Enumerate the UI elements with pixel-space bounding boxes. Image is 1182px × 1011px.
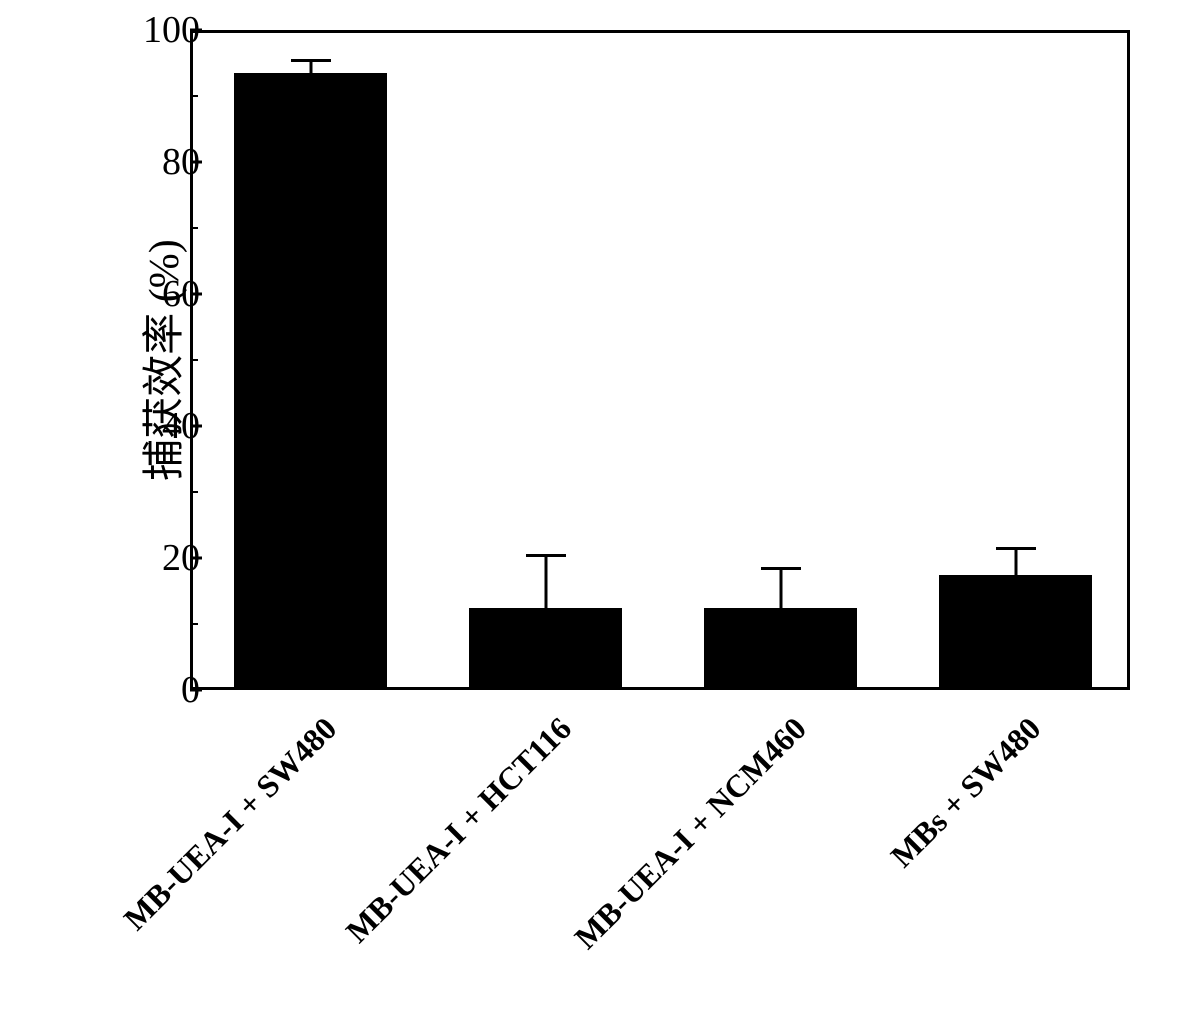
x-category-label: MBs + SW480 — [884, 710, 1049, 875]
x-category-label: MB-UEA-I + HCT116 — [338, 710, 578, 950]
chart-container: 捕获效率 (%) 020406080100MB-UEA-I + SW480MB-… — [60, 20, 1160, 990]
x-category-label: MB-UEA-I + SW480 — [116, 710, 344, 938]
bar — [469, 608, 622, 687]
y-tick-mark — [190, 161, 202, 164]
y-tick-mark — [190, 29, 202, 32]
y-tick-mark — [190, 557, 202, 560]
error-bar — [544, 555, 547, 608]
x-tick-mark — [544, 678, 547, 690]
y-minor-tick — [190, 359, 198, 361]
bar — [234, 73, 387, 687]
y-minor-tick — [190, 95, 198, 97]
error-bar — [779, 568, 782, 608]
x-tick-mark — [1014, 678, 1017, 690]
x-tick-mark — [779, 678, 782, 690]
y-minor-tick — [190, 227, 198, 229]
y-tick-mark — [190, 425, 202, 428]
y-minor-tick — [190, 623, 198, 625]
y-minor-tick — [190, 491, 198, 493]
error-bar-cap — [526, 554, 566, 557]
x-category-label: MB-UEA-I + NCM460 — [567, 710, 813, 956]
error-bar-cap — [761, 567, 801, 570]
error-bar-cap — [291, 59, 331, 62]
error-bar — [309, 60, 312, 73]
y-tick-mark — [190, 293, 202, 296]
y-tick-mark — [190, 689, 202, 692]
bar — [939, 575, 1092, 687]
error-bar — [1014, 548, 1017, 574]
error-bar-cap — [996, 547, 1036, 550]
x-tick-mark — [309, 678, 312, 690]
plot-area — [190, 30, 1130, 690]
bar — [704, 608, 857, 687]
